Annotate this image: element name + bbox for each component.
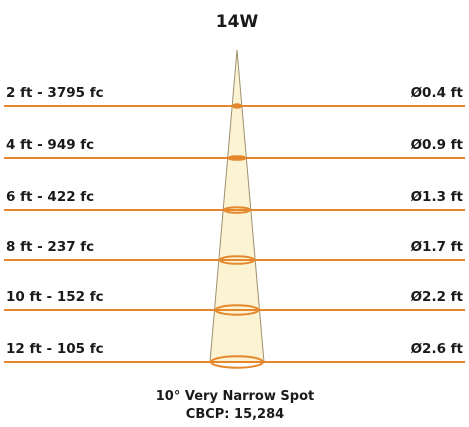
distance-illuminance-label: 6 ft - 422 fc [6,189,94,205]
distance-row: 2 ft - 3795 fc Ø0.4 ft [4,85,465,109]
beam-cross-section-ellipse [210,355,264,369]
distance-illuminance-label: 8 ft - 237 fc [6,239,94,255]
distance-illuminance-label: 4 ft - 949 fc [6,137,94,153]
distance-row: 6 ft - 422 fc Ø1.3 ft [4,189,465,214]
distance-row: 12 ft - 105 fc Ø2.6 ft [4,341,465,369]
beam-diameter-label: Ø2.2 ft [411,289,464,305]
beam-cross-section-ellipse [227,155,247,161]
cbcp-label: CBCP: 15,284 [186,407,284,422]
beam-diameter-label: Ø0.4 ft [411,85,464,101]
beam-diameter-label: Ø1.3 ft [411,189,464,205]
beam-diameter-label: Ø1.7 ft [411,239,464,255]
beam-diameter-label: Ø0.9 ft [411,137,464,153]
distance-illuminance-label: 2 ft - 3795 fc [6,85,104,101]
beam-cross-section-ellipse [232,103,242,109]
beam-diameter-label: Ø2.6 ft [411,341,464,357]
distance-illuminance-label: 10 ft - 152 fc [6,289,104,305]
distance-illuminance-label: 12 ft - 105 fc [6,341,104,357]
distance-row: 8 ft - 237 fc Ø1.7 ft [4,239,465,265]
beam-type-label: 10° Very Narrow Spot [156,389,314,404]
distance-rows: 2 ft - 3795 fc Ø0.4 ft 4 ft - 949 fc Ø0.9 f… [4,85,465,369]
beam-cross-section-ellipse [218,255,256,265]
diagram-title: 14W [216,12,259,32]
distance-row: 4 ft - 949 fc Ø0.9 ft [4,137,465,161]
beam-cross-section-ellipse [214,304,260,316]
distance-row: 10 ft - 152 fc Ø2.2 ft [4,289,465,316]
beam-cross-section-ellipse [223,206,251,214]
